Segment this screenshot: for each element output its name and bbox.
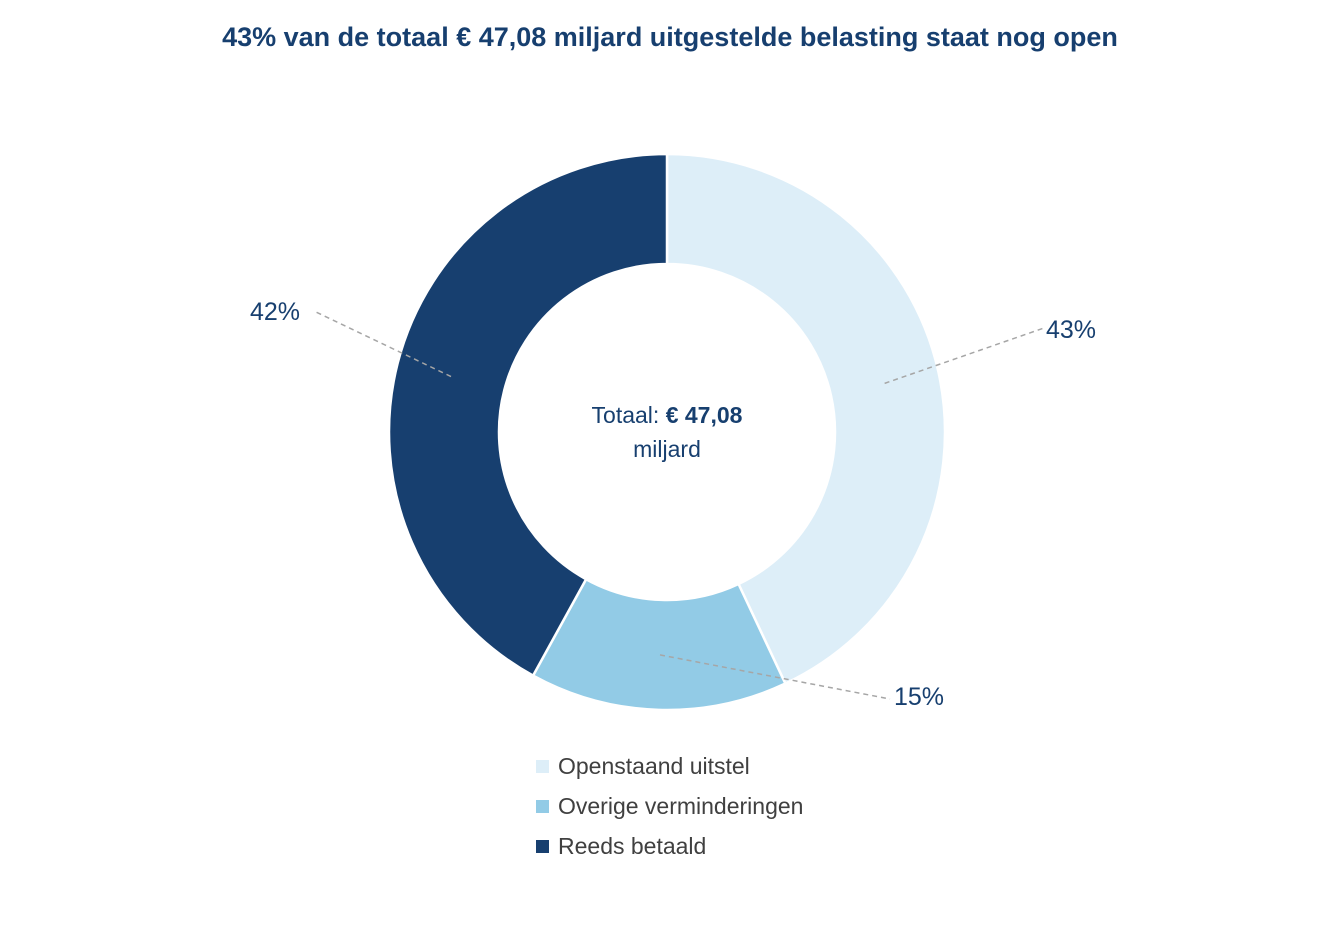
legend-label-openstaand: Openstaand uitstel	[558, 752, 750, 779]
legend-item-reeds: Reeds betaald	[536, 826, 803, 866]
legend-item-openstaand: Openstaand uitstel	[536, 746, 803, 786]
legend-label-overige: Overige verminderingen	[558, 792, 804, 819]
legend-swatch-reeds	[536, 839, 549, 853]
legend-label-reeds: Reeds betaald	[558, 832, 707, 859]
legend-swatch-overige	[536, 799, 549, 813]
data-label-reeds: 42%	[250, 298, 301, 326]
center-suffix: miljard	[633, 436, 701, 462]
center-total-label: Totaal: € 47,08 miljard	[520, 398, 814, 466]
chart-title: 43% van de totaal € 47,08 miljard uitges…	[222, 22, 1118, 52]
legend-swatch-openstaand	[536, 759, 549, 773]
leader-line-overige	[659, 654, 891, 700]
data-label-overige: 15%	[894, 683, 945, 711]
leader-line-reeds	[315, 311, 452, 378]
data-label-openstaand: 43%	[1046, 316, 1097, 344]
legend-item-overige: Overige verminderingen	[536, 786, 803, 826]
leader-line-openstaand	[884, 327, 1045, 385]
slice-reeds	[387, 152, 669, 678]
slice-openstaand	[665, 152, 947, 686]
legend: Openstaand uitstel Overige verminderinge…	[536, 746, 803, 866]
center-prefix: Totaal:	[591, 402, 660, 428]
center-value: € 47,08	[665, 402, 743, 428]
